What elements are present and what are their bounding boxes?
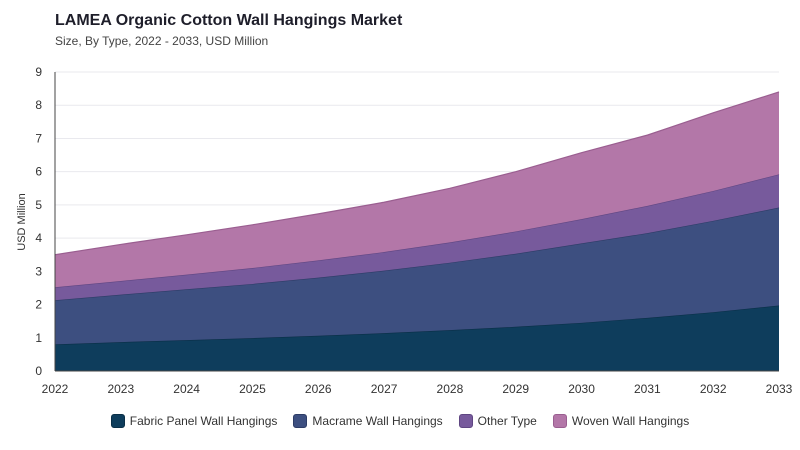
- y-tick-label: 9: [35, 65, 42, 79]
- x-tick-label: 2031: [634, 382, 661, 396]
- y-tick-label: 2: [35, 298, 42, 312]
- axes: 0 1 2 3 4 5 6 7 8 9 2022 2023 2024 2025 2026 2027 2028 20…: [35, 65, 792, 396]
- area-chart: 0 1 2 3 4 5 6 7 8 9 2022 2023 2024 2025 2026 2027 2028 20…: [16, 65, 793, 396]
- area-other-type: [55, 174, 779, 301]
- legend-label: Macrame Wall Hangings: [312, 414, 443, 428]
- line-woven-wall-hangings: [54, 91, 780, 256]
- legend-item: Other Type: [458, 414, 537, 428]
- y-tick-label: 4: [35, 231, 42, 245]
- x-tick-label: 2028: [437, 382, 464, 396]
- x-tick-label: 2033: [766, 382, 793, 396]
- x-tick-label: 2027: [371, 382, 398, 396]
- legend-item: Woven Wall Hangings: [552, 414, 690, 428]
- y-axis-label: USD Million: [16, 193, 28, 250]
- chart-subtitle: Size, By Type, 2022 - 2033, USD Million: [55, 34, 269, 48]
- area-woven-wall-hangings: [55, 91, 779, 288]
- series-areas: [54, 91, 780, 371]
- x-tick-label: 2030: [568, 382, 595, 396]
- legend-label: Fabric Panel Wall Hangings: [129, 414, 278, 428]
- x-tick-label: 2024: [173, 382, 200, 396]
- legend: Fabric Panel Wall Hangings Macrame Wall H…: [0, 414, 800, 428]
- y-tick-label: 8: [35, 98, 42, 112]
- area-macrame-wall-hangings: [55, 207, 779, 345]
- x-tick-label: 2032: [700, 382, 727, 396]
- legend-swatch: [458, 414, 473, 428]
- x-tick-label: 2029: [502, 382, 529, 396]
- legend-item: Macrame Wall Hangings: [293, 414, 443, 428]
- y-tick-label: 7: [35, 131, 42, 145]
- y-tick-label: 6: [35, 165, 42, 179]
- x-tick-label: 2026: [305, 382, 332, 396]
- legend-swatch: [552, 414, 567, 428]
- legend-label: Woven Wall Hangings: [571, 414, 690, 428]
- x-tick-label: 2023: [107, 382, 134, 396]
- y-tick-label: 1: [35, 331, 42, 345]
- legend-swatch: [293, 414, 308, 428]
- y-tick-label: 3: [35, 264, 42, 278]
- legend-label: Other Type: [477, 414, 537, 428]
- legend-item: Fabric Panel Wall Hangings: [110, 414, 278, 428]
- x-tick-label: 2025: [239, 382, 266, 396]
- y-tick-label: 0: [35, 364, 42, 378]
- legend-swatch: [110, 414, 125, 428]
- chart-title: LAMEA Organic Cotton Wall Hangings Marke…: [55, 12, 403, 29]
- y-tick-label: 5: [35, 198, 42, 212]
- x-tick-label: 2022: [42, 382, 69, 396]
